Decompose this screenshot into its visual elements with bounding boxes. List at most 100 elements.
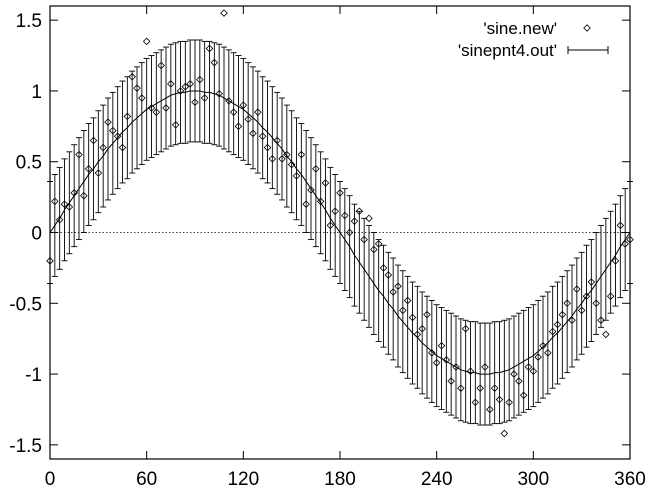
points-series-layer xyxy=(46,9,634,438)
data-point xyxy=(384,271,393,279)
data-point xyxy=(268,155,277,163)
data-point xyxy=(297,150,306,159)
data-point xyxy=(239,101,248,109)
data-point xyxy=(215,90,223,98)
data-point xyxy=(157,61,165,70)
data-point xyxy=(200,94,209,102)
data-point xyxy=(481,363,489,371)
data-point xyxy=(152,108,161,116)
y-tick-label: 0.5 xyxy=(16,153,42,174)
data-point xyxy=(548,327,557,336)
data-point xyxy=(515,377,523,385)
data-point xyxy=(336,189,344,197)
data-point xyxy=(360,235,368,244)
legend-diamond xyxy=(583,24,591,32)
x-tick-label: 240 xyxy=(421,469,453,490)
data-point xyxy=(423,310,431,319)
data-point xyxy=(350,217,359,225)
data-point xyxy=(331,207,339,216)
data-point xyxy=(118,143,127,152)
data-point xyxy=(519,391,528,400)
data-point xyxy=(437,341,446,350)
data-point xyxy=(181,82,190,91)
data-point xyxy=(558,310,567,319)
data-point xyxy=(128,73,136,81)
x-tick-label: 180 xyxy=(324,469,356,490)
data-point xyxy=(99,143,107,152)
data-point xyxy=(452,363,460,371)
x-tick-label: 300 xyxy=(517,469,549,490)
data-point xyxy=(597,316,605,325)
data-point xyxy=(394,282,402,291)
data-point xyxy=(70,189,78,197)
y-tick-label: -1 xyxy=(25,365,42,386)
data-point xyxy=(370,245,378,254)
data-point xyxy=(312,165,320,173)
data-point xyxy=(616,221,625,230)
data-point xyxy=(167,80,175,88)
data-point xyxy=(254,108,262,116)
data-point xyxy=(186,80,194,88)
x-tick-label: 120 xyxy=(227,469,259,490)
data-point xyxy=(432,358,441,367)
data-point xyxy=(162,104,170,112)
data-point xyxy=(568,316,576,325)
data-point xyxy=(457,384,465,392)
data-point xyxy=(524,363,533,371)
y-tick-label: -1.5 xyxy=(9,436,42,457)
data-point xyxy=(316,197,325,206)
data-point xyxy=(307,186,315,194)
data-point xyxy=(258,132,267,141)
data-point xyxy=(176,87,185,95)
data-point xyxy=(171,121,180,129)
legend-label-sinepnt4-out: 'sinepnt4.out' xyxy=(458,41,557,60)
data-point xyxy=(582,292,591,300)
data-point xyxy=(84,165,93,173)
data-point xyxy=(123,112,132,121)
data-point xyxy=(611,257,620,265)
data-point xyxy=(51,197,59,206)
data-point xyxy=(442,356,451,364)
data-point xyxy=(205,44,214,53)
data-point xyxy=(374,240,383,248)
data-point xyxy=(408,313,417,322)
data-point xyxy=(466,367,475,375)
data-point xyxy=(505,398,513,407)
data-point xyxy=(142,37,151,46)
data-point xyxy=(355,207,364,216)
data-point xyxy=(283,150,291,159)
data-point xyxy=(133,84,141,92)
data-point xyxy=(577,306,586,315)
data-point xyxy=(500,429,509,438)
data-point xyxy=(109,126,117,135)
data-point xyxy=(302,200,310,208)
data-point xyxy=(461,324,470,333)
y-tick-label: 1.5 xyxy=(16,11,42,32)
data-point xyxy=(113,132,122,141)
legend-label-sine-new: 'sine.new' xyxy=(483,19,557,38)
data-point xyxy=(210,58,219,67)
data-point xyxy=(365,214,373,223)
data-point xyxy=(379,264,388,272)
x-tick-label: 0 xyxy=(45,469,56,490)
y-tick-label: -0.5 xyxy=(9,294,42,315)
legend-marker-errorbar xyxy=(567,46,609,54)
data-point xyxy=(89,136,98,145)
data-point xyxy=(104,118,112,126)
data-point xyxy=(573,285,581,293)
data-point xyxy=(529,367,538,375)
data-point xyxy=(80,191,88,200)
data-point xyxy=(389,288,397,296)
data-point xyxy=(490,384,499,392)
data-point xyxy=(621,240,629,248)
data-point xyxy=(592,299,600,308)
data-point xyxy=(471,398,480,407)
data-point xyxy=(60,200,69,208)
data-point xyxy=(287,160,296,169)
data-point xyxy=(234,122,243,131)
data-point xyxy=(191,98,199,107)
data-point xyxy=(229,108,238,116)
data-point xyxy=(563,299,571,308)
data-point xyxy=(602,330,610,339)
